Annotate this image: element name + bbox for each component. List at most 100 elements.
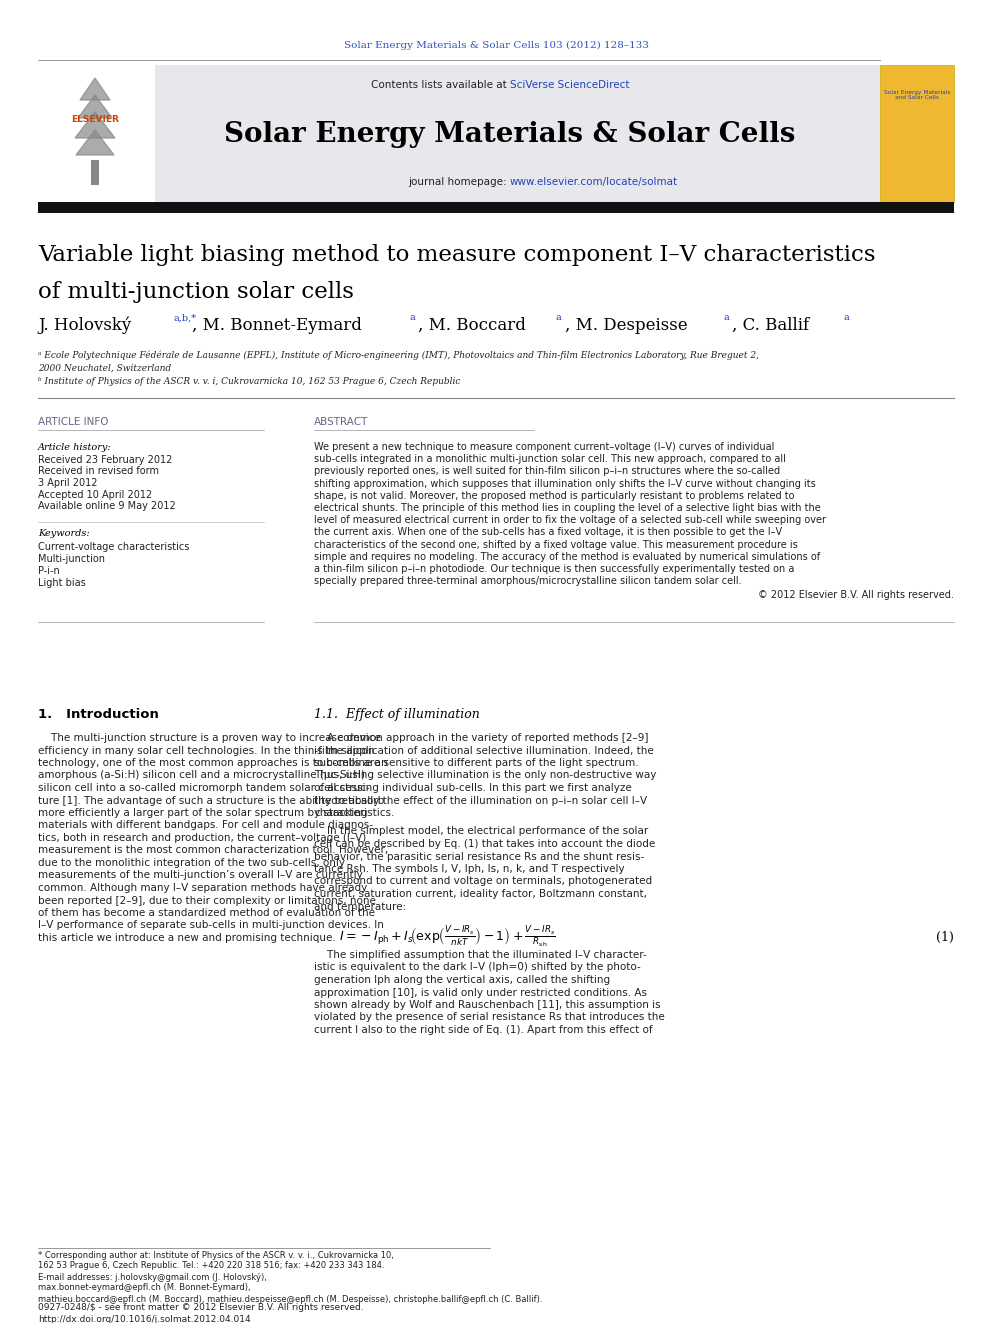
Text: journal homepage:: journal homepage: xyxy=(408,177,510,187)
Text: a: a xyxy=(844,314,850,323)
Text: and temperature:: and temperature: xyxy=(314,901,406,912)
Polygon shape xyxy=(80,78,110,101)
Text: Solar Energy Materials
and Solar Cells: Solar Energy Materials and Solar Cells xyxy=(884,90,950,101)
Text: common. Although many I–V separation methods have already: common. Although many I–V separation met… xyxy=(38,882,367,893)
Text: Solar Energy Materials & Solar Cells: Solar Energy Materials & Solar Cells xyxy=(224,122,796,148)
Text: Current-voltage characteristics: Current-voltage characteristics xyxy=(38,542,189,552)
Text: , M. Boccard: , M. Boccard xyxy=(418,316,526,333)
Text: amorphous (a-Si:H) silicon cell and a microcrystalline (μc-Si:H): amorphous (a-Si:H) silicon cell and a mi… xyxy=(38,770,365,781)
Text: of accessing individual sub-cells. In this part we first analyze: of accessing individual sub-cells. In th… xyxy=(314,783,632,792)
Text: due to the monolithic integration of the two sub-cells, only: due to the monolithic integration of the… xyxy=(38,859,345,868)
Text: cell can be described by Eq. (1) that takes into account the diode: cell can be described by Eq. (1) that ta… xyxy=(314,839,656,849)
Bar xyxy=(38,65,880,202)
Text: simple and requires no modeling. The accuracy of the method is evaluated by nume: simple and requires no modeling. The acc… xyxy=(314,552,820,562)
Text: sub-cells are sensitive to different parts of the light spectrum.: sub-cells are sensitive to different par… xyxy=(314,758,639,767)
Text: of them has become a standardized method of evaluation of the: of them has become a standardized method… xyxy=(38,908,375,918)
Text: http://dx.doi.org/10.1016/j.solmat.2012.04.014: http://dx.doi.org/10.1016/j.solmat.2012.… xyxy=(38,1315,251,1323)
Text: $I = -I_{\rm ph} + I_s\!\left(\exp\!\left(\frac{V-IR_s}{nkT}\right)-1\right)+\fr: $I = -I_{\rm ph} + I_s\!\left(\exp\!\lef… xyxy=(339,925,556,950)
Text: (1): (1) xyxy=(936,930,954,943)
Text: measurement is the most common characterization tool. However,: measurement is the most common character… xyxy=(38,845,388,856)
Text: level of measured electrical current in order to fix the voltage of a selected s: level of measured electrical current in … xyxy=(314,515,826,525)
Text: approximation [10], is valid only under restricted conditions. As: approximation [10], is valid only under … xyxy=(314,987,647,998)
Text: max.bonnet-eymard@epfl.ch (M. Bonnet-Eymard),: max.bonnet-eymard@epfl.ch (M. Bonnet-Eym… xyxy=(38,1283,251,1293)
Text: sub-cells integrated in a monolithic multi-junction solar cell. This new approac: sub-cells integrated in a monolithic mul… xyxy=(314,454,786,464)
Text: mathieu.boccard@epfl.ch (M. Boccard), mathieu.despeisse@epfl.ch (M. Despeisse), : mathieu.boccard@epfl.ch (M. Boccard), ma… xyxy=(38,1294,543,1303)
Text: been reported [2–9], due to their complexity or limitations, none: been reported [2–9], due to their comple… xyxy=(38,896,376,905)
Text: previously reported ones, is well suited for thin-film silicon p–i–n structures : previously reported ones, is well suited… xyxy=(314,467,780,476)
Text: ABSTRACT: ABSTRACT xyxy=(314,417,368,427)
Text: more efficiently a larger part of the solar spectrum by stacking: more efficiently a larger part of the so… xyxy=(38,808,367,818)
Text: correspond to current and voltage on terminals, photogenerated: correspond to current and voltage on ter… xyxy=(314,877,652,886)
Text: istic is equivalent to the dark I–V (Iph=0) shifted by the photo-: istic is equivalent to the dark I–V (Iph… xyxy=(314,963,641,972)
Text: Received 23 February 2012: Received 23 February 2012 xyxy=(38,455,173,464)
Text: ture [1]. The advantage of such a structure is the ability to absorb: ture [1]. The advantage of such a struct… xyxy=(38,795,384,806)
Bar xyxy=(91,160,99,185)
Text: 1.   Introduction: 1. Introduction xyxy=(38,709,159,721)
Text: Article history:: Article history: xyxy=(38,442,112,451)
Text: Keywords:: Keywords: xyxy=(38,529,89,538)
Text: Contents lists available at: Contents lists available at xyxy=(371,79,510,90)
Text: a: a xyxy=(556,314,561,323)
Text: Accepted 10 April 2012: Accepted 10 April 2012 xyxy=(38,490,152,500)
Text: current I also to the right side of Eq. (1). Apart from this effect of: current I also to the right side of Eq. … xyxy=(314,1025,653,1035)
Text: www.elsevier.com/locate/solmat: www.elsevier.com/locate/solmat xyxy=(510,177,679,187)
Text: ELSEVIER: ELSEVIER xyxy=(71,115,119,124)
Bar xyxy=(38,65,155,202)
Text: tics, both in research and production, the current–voltage (I–V): tics, both in research and production, t… xyxy=(38,833,366,843)
Text: violated by the presence of serial resistance Rs that introduces the: violated by the presence of serial resis… xyxy=(314,1012,665,1023)
Text: 2000 Neuchatel, Switzerland: 2000 Neuchatel, Switzerland xyxy=(38,364,172,373)
Bar xyxy=(38,202,954,213)
Text: P-i-n: P-i-n xyxy=(38,566,60,576)
Text: characteristics.: characteristics. xyxy=(314,808,395,818)
Text: ᵇ Institute of Physics of the ASCR v. v. i, Cukrovarnicka 10, 162 53 Prague 6, C: ᵇ Institute of Physics of the ASCR v. v.… xyxy=(38,377,460,385)
Text: 3 April 2012: 3 April 2012 xyxy=(38,478,97,488)
Text: current, saturation current, ideality factor, Boltzmann constant,: current, saturation current, ideality fa… xyxy=(314,889,647,900)
Polygon shape xyxy=(76,130,114,155)
Text: a: a xyxy=(723,314,729,323)
Text: 0927-0248/$ - see front matter © 2012 Elsevier B.V. All rights reserved.: 0927-0248/$ - see front matter © 2012 El… xyxy=(38,1303,364,1312)
Text: shape, is not valid. Moreover, the proposed method is particularly resistant to : shape, is not valid. Moreover, the propo… xyxy=(314,491,795,501)
Text: SciVerse ScienceDirect: SciVerse ScienceDirect xyxy=(510,79,630,90)
Text: Received in revised form: Received in revised form xyxy=(38,467,159,476)
Text: a,b,*: a,b,* xyxy=(173,314,196,323)
Text: Available online 9 May 2012: Available online 9 May 2012 xyxy=(38,501,176,511)
Text: 1.1.  Effect of illumination: 1.1. Effect of illumination xyxy=(314,709,480,721)
Text: shown already by Wolf and Rauschenbach [11], this assumption is: shown already by Wolf and Rauschenbach [… xyxy=(314,1000,661,1009)
Text: this article we introduce a new and promising technique.: this article we introduce a new and prom… xyxy=(38,933,335,943)
Bar xyxy=(880,65,954,202)
Text: We present a new technique to measure component current–voltage (I–V) curves of : We present a new technique to measure co… xyxy=(314,442,775,452)
Text: Thus, using selective illumination is the only non-destructive way: Thus, using selective illumination is th… xyxy=(314,770,657,781)
Text: © 2012 Elsevier B.V. All rights reserved.: © 2012 Elsevier B.V. All rights reserved… xyxy=(758,590,954,601)
Text: a thin-film silicon p–i–n photodiode. Our technique is then successfully experim: a thin-film silicon p–i–n photodiode. Ou… xyxy=(314,564,795,574)
Text: * Corresponding author at: Institute of Physics of the ASCR v. v. i., Cukrovarni: * Corresponding author at: Institute of … xyxy=(38,1250,394,1259)
Text: shifting approximation, which supposes that illumination only shifts the I–V cur: shifting approximation, which supposes t… xyxy=(314,479,815,488)
Text: I–V performance of separate sub-cells in multi-junction devices. In: I–V performance of separate sub-cells in… xyxy=(38,921,384,930)
Text: electrical shunts. The principle of this method lies in coupling the level of a : electrical shunts. The principle of this… xyxy=(314,503,820,513)
Text: The simplified assumption that the illuminated I–V character-: The simplified assumption that the illum… xyxy=(314,950,647,960)
Text: materials with different bandgaps. For cell and module diagnos-: materials with different bandgaps. For c… xyxy=(38,820,373,831)
Text: A common approach in the variety of reported methods [2–9]: A common approach in the variety of repo… xyxy=(314,733,649,744)
Text: generation Iph along the vertical axis, called the shifting: generation Iph along the vertical axis, … xyxy=(314,975,610,986)
Text: ARTICLE INFO: ARTICLE INFO xyxy=(38,417,108,427)
Polygon shape xyxy=(75,112,115,138)
Text: Multi-junction: Multi-junction xyxy=(38,554,105,564)
Text: the current axis. When one of the sub-cells has a fixed voltage, it is then poss: the current axis. When one of the sub-ce… xyxy=(314,528,782,537)
Text: a: a xyxy=(409,314,415,323)
Text: , M. Bonnet-Eymard: , M. Bonnet-Eymard xyxy=(192,316,362,333)
Text: technology, one of the most common approaches is to combine an: technology, one of the most common appro… xyxy=(38,758,388,767)
Text: specially prepared three-terminal amorphous/microcrystalline silicon tandem sola: specially prepared three-terminal amorph… xyxy=(314,577,742,586)
Text: , C. Ballif: , C. Ballif xyxy=(732,316,809,333)
Text: E-mail addresses: j.holovsky@gmail.com (J. Holovský),: E-mail addresses: j.holovsky@gmail.com (… xyxy=(38,1273,267,1282)
Text: tance Rsh. The symbols I, V, Iph, Is, n, k, and T respectively: tance Rsh. The symbols I, V, Iph, Is, n,… xyxy=(314,864,625,875)
Text: 162 53 Prague 6, Czech Republic. Tel.: +420 220 318 516; fax: +420 233 343 184.: 162 53 Prague 6, Czech Republic. Tel.: +… xyxy=(38,1262,385,1270)
Polygon shape xyxy=(78,95,112,118)
Text: Solar Energy Materials & Solar Cells 103 (2012) 128–133: Solar Energy Materials & Solar Cells 103… xyxy=(343,41,649,49)
Text: behavior, the parasitic serial resistance Rs and the shunt resis-: behavior, the parasitic serial resistanc… xyxy=(314,852,644,861)
Text: of multi-junction solar cells: of multi-junction solar cells xyxy=(38,280,354,303)
Text: Light bias: Light bias xyxy=(38,578,85,587)
Text: The multi-junction structure is a proven way to increase device: The multi-junction structure is a proven… xyxy=(38,733,381,744)
Text: efficiency in many solar cell technologies. In the thin-film silicon: efficiency in many solar cell technologi… xyxy=(38,745,375,755)
Text: characteristics of the second one, shifted by a fixed voltage value. This measur: characteristics of the second one, shift… xyxy=(314,540,798,549)
Text: is the application of additional selective illumination. Indeed, the: is the application of additional selecti… xyxy=(314,745,654,755)
Text: silicon cell into a so-called micromorph tandem solar cell struc-: silicon cell into a so-called micromorph… xyxy=(38,783,370,792)
